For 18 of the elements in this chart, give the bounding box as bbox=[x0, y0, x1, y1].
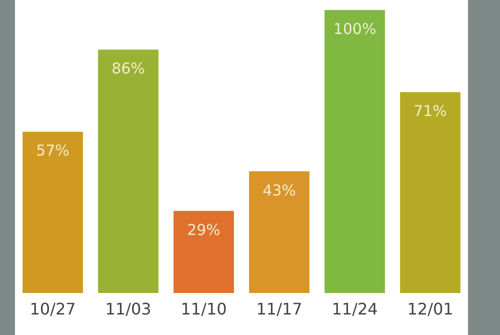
bar bbox=[400, 92, 460, 293]
data-label: 43% bbox=[262, 181, 296, 200]
x-tick-label: 11/24 bbox=[332, 300, 378, 318]
data-label: 57% bbox=[36, 142, 70, 160]
bar bbox=[22, 132, 83, 293]
x-tick-label: 11/10 bbox=[180, 300, 227, 318]
data-label: 71% bbox=[414, 102, 447, 120]
data-label: 29% bbox=[187, 220, 220, 239]
bar bbox=[98, 50, 158, 293]
x-tick-label: 11/03 bbox=[105, 300, 152, 318]
bar bbox=[324, 10, 385, 293]
bar bbox=[174, 210, 234, 293]
data-label: 86% bbox=[112, 60, 145, 78]
x-tick-label: 12/01 bbox=[407, 300, 454, 318]
x-tick-label: 11/17 bbox=[256, 300, 302, 318]
x-tick-label: 10/27 bbox=[30, 300, 76, 318]
bar bbox=[249, 171, 310, 293]
data-label: 100% bbox=[333, 20, 376, 38]
